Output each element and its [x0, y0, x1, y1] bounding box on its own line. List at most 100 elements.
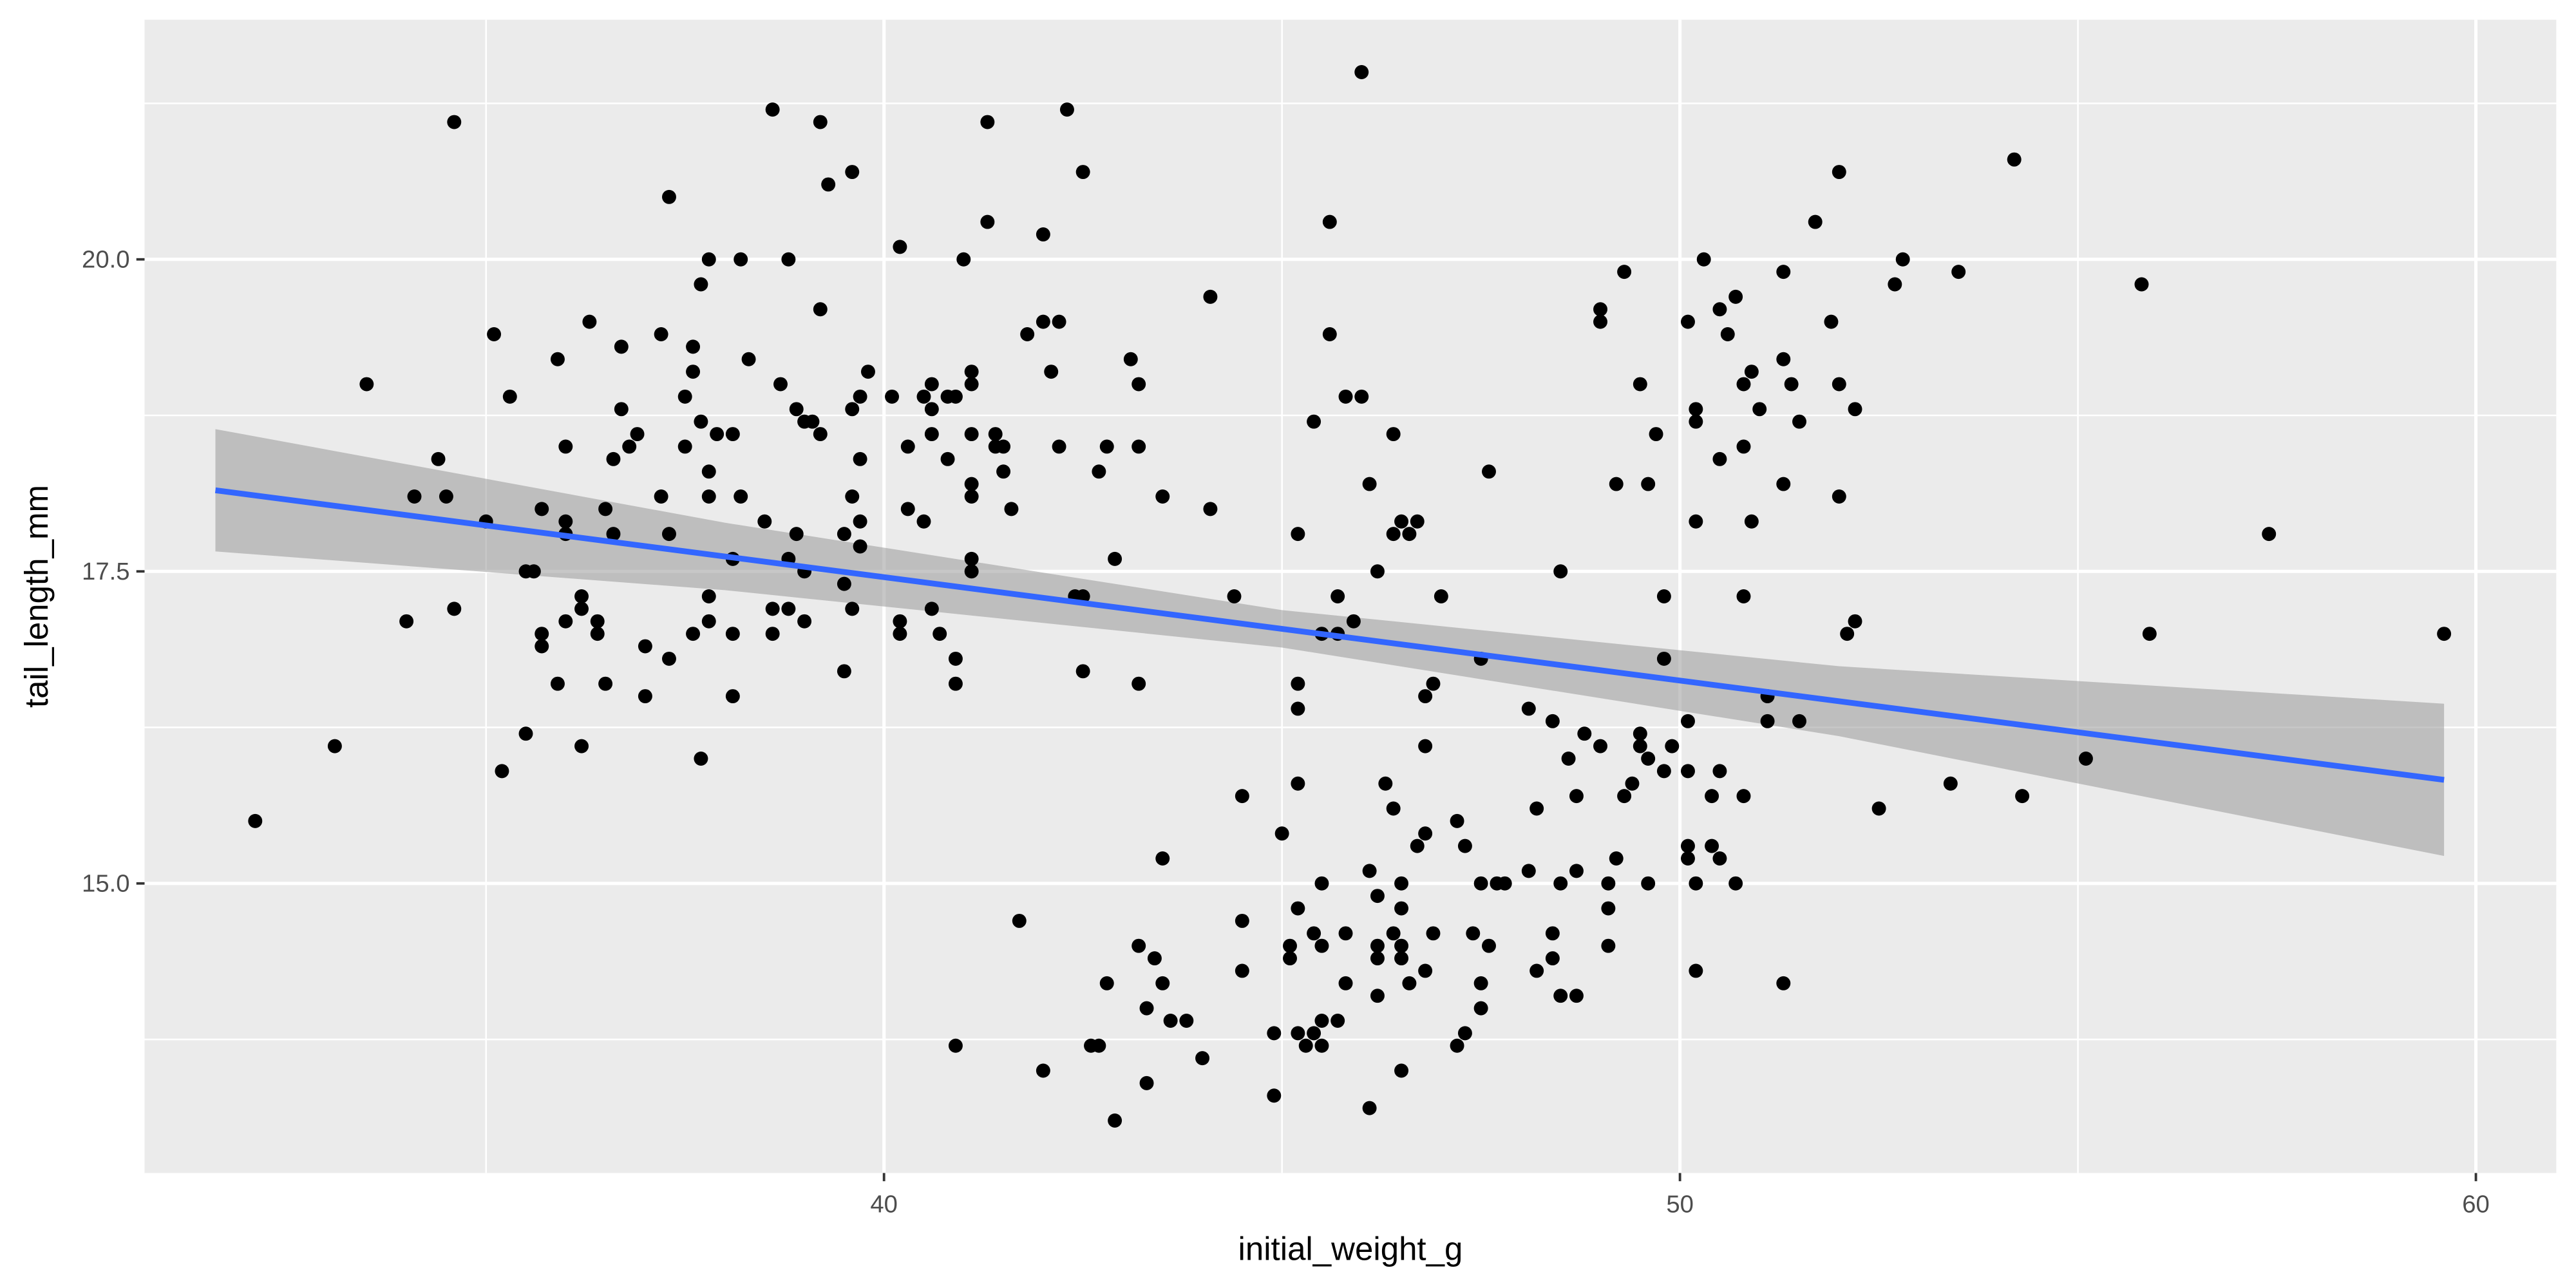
point: [1314, 876, 1329, 891]
point: [1792, 414, 1806, 429]
point: [1665, 739, 1680, 753]
y-tick-label: 15.0: [82, 870, 129, 898]
point: [1760, 714, 1775, 728]
point: [399, 614, 414, 629]
point: [1418, 826, 1433, 841]
point: [1577, 726, 1592, 741]
point: [1402, 976, 1417, 990]
point: [1609, 851, 1624, 866]
point: [1370, 889, 1385, 904]
point: [1736, 789, 1751, 804]
point: [1283, 951, 1297, 966]
point: [1681, 764, 1695, 779]
point: [662, 651, 676, 666]
point: [590, 627, 605, 641]
point: [837, 527, 851, 542]
point: [1457, 838, 1472, 853]
point: [1044, 365, 1059, 379]
point: [885, 389, 900, 404]
point: [1633, 377, 1647, 392]
point: [741, 352, 756, 366]
point: [1036, 1063, 1050, 1078]
point: [1331, 589, 1345, 603]
point: [1681, 838, 1695, 853]
point: [1824, 314, 1839, 329]
point: [1362, 477, 1377, 491]
point: [1545, 714, 1560, 728]
point: [1203, 502, 1218, 516]
point: [1776, 352, 1791, 366]
point: [1553, 989, 1568, 1003]
point: [1736, 439, 1751, 454]
point: [1418, 739, 1433, 753]
point: [1617, 789, 1632, 804]
point: [1092, 1038, 1106, 1053]
point: [980, 115, 995, 129]
point: [535, 627, 549, 641]
x-tick-label: 60: [2462, 1191, 2490, 1218]
point: [933, 627, 947, 641]
point: [1394, 901, 1409, 916]
point: [1426, 676, 1441, 691]
point: [1331, 1014, 1345, 1028]
point: [495, 764, 509, 779]
point: [598, 676, 613, 691]
point: [1712, 851, 1727, 866]
point: [1951, 265, 1966, 279]
point: [845, 165, 860, 180]
point: [924, 377, 939, 392]
point: [845, 489, 860, 504]
point: [701, 252, 716, 267]
point: [1561, 752, 1576, 766]
point: [1291, 1026, 1305, 1041]
point: [1609, 477, 1624, 491]
point: [1099, 976, 1114, 990]
point: [1593, 302, 1607, 317]
point: [1681, 851, 1695, 866]
point: [900, 502, 915, 516]
point: [447, 601, 462, 616]
point: [1386, 427, 1401, 442]
point: [1291, 901, 1305, 916]
point: [614, 402, 629, 417]
point: [2007, 152, 2022, 167]
point: [1195, 1051, 1210, 1066]
point: [805, 414, 820, 429]
point: [638, 639, 652, 654]
point: [1092, 464, 1106, 479]
point: [1386, 801, 1401, 816]
point: [1521, 864, 1536, 878]
point: [1776, 976, 1791, 990]
point: [940, 451, 955, 466]
y-tick-label: 17.5: [82, 558, 129, 585]
point: [439, 489, 453, 504]
point: [574, 589, 589, 603]
point: [630, 427, 645, 442]
point: [1394, 514, 1409, 529]
point: [725, 689, 740, 704]
point: [948, 676, 963, 691]
point: [1394, 951, 1409, 966]
point: [1712, 764, 1727, 779]
point: [431, 451, 446, 466]
point: [1656, 651, 1671, 666]
point: [574, 601, 589, 616]
point: [948, 651, 963, 666]
point: [1203, 289, 1218, 304]
point: [821, 177, 836, 192]
point: [1466, 926, 1481, 941]
point: [1410, 838, 1425, 853]
point: [1617, 265, 1632, 279]
point: [1832, 489, 1846, 504]
point: [1473, 976, 1488, 990]
point: [2437, 627, 2452, 641]
point: [996, 439, 1011, 454]
point: [1593, 739, 1607, 753]
point: [1521, 701, 1536, 716]
point: [860, 365, 875, 379]
point: [1705, 838, 1719, 853]
point: [1370, 938, 1385, 953]
point: [853, 514, 867, 529]
point: [916, 514, 931, 529]
